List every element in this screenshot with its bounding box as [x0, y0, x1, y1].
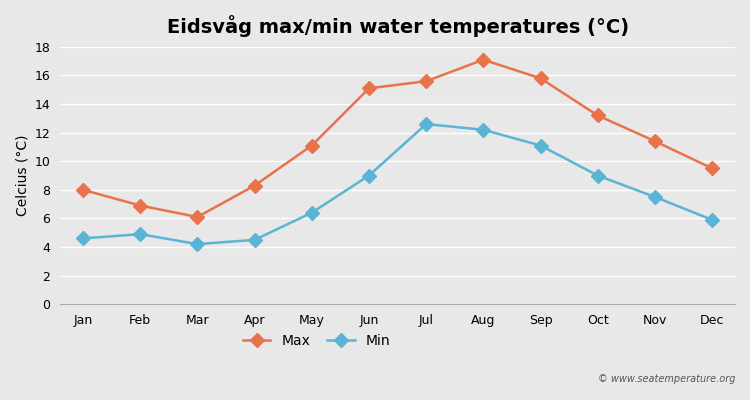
Max	[478, 57, 488, 62]
Y-axis label: Celcius (°C): Celcius (°C)	[15, 135, 29, 216]
Min	[79, 236, 88, 241]
Min	[250, 238, 259, 242]
Max	[308, 143, 316, 148]
Max	[79, 188, 88, 192]
Min	[707, 218, 716, 222]
Min	[650, 194, 659, 199]
Max	[250, 183, 259, 188]
Max	[136, 203, 145, 208]
Max	[593, 113, 602, 118]
Min	[308, 210, 316, 215]
Max	[364, 86, 374, 91]
Max	[707, 166, 716, 171]
Text: © www.seatemperature.org: © www.seatemperature.org	[598, 374, 735, 384]
Max	[422, 79, 430, 84]
Min	[593, 173, 602, 178]
Line: Min: Min	[78, 119, 717, 249]
Max	[193, 214, 202, 219]
Line: Max: Max	[78, 55, 717, 222]
Legend: Max, Min: Max, Min	[237, 329, 396, 354]
Min	[478, 127, 488, 132]
Max	[650, 139, 659, 144]
Max	[536, 76, 545, 81]
Min	[193, 242, 202, 246]
Min	[422, 122, 430, 126]
Min	[136, 232, 145, 236]
Title: Eidsvåg max/min water temperatures (°C): Eidsvåg max/min water temperatures (°C)	[166, 15, 628, 37]
Min	[364, 173, 374, 178]
Min	[536, 143, 545, 148]
